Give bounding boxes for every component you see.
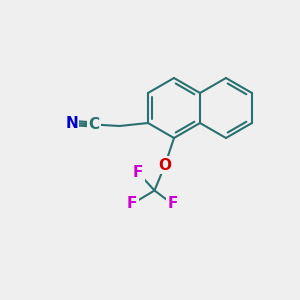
Text: F: F [127,196,137,211]
Text: F: F [133,165,143,180]
Text: F: F [167,196,178,211]
Text: C: C [88,117,100,132]
Text: O: O [158,158,172,172]
Text: N: N [65,116,78,130]
